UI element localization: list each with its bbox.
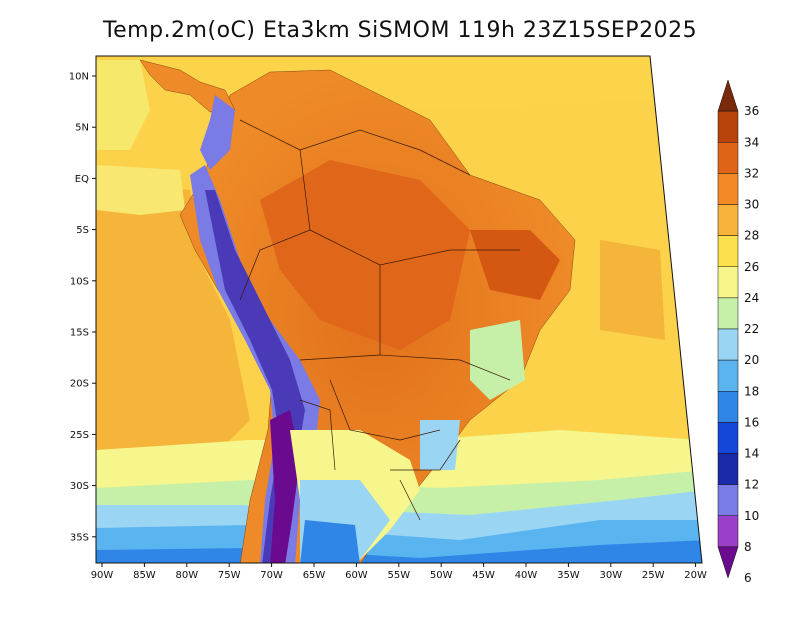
- latitude-labels: 10N 5N EQ 5S 10S 15S 20S 25S 30S 35S: [69, 72, 96, 543]
- colorbar-label: 34: [744, 135, 759, 149]
- lon-label: 75W: [218, 570, 241, 581]
- colorbar-label: 22: [744, 322, 759, 336]
- colorbar-label: 18: [744, 384, 759, 398]
- colorbar-segment: [717, 142, 739, 174]
- colorbar: 6 8 10 12 14 16 18 20 22 24 26 28 30 32 34 36: [717, 79, 759, 585]
- borders: [239, 119, 520, 521]
- colorbar-segment: [717, 79, 739, 112]
- south-brazil-cool: [420, 420, 460, 470]
- colorbar-segment: [717, 391, 739, 423]
- colorbar-label: 16: [744, 415, 759, 429]
- colorbar-segment: [717, 359, 739, 392]
- lon-label: 25W: [642, 570, 665, 581]
- north-andes: [200, 95, 235, 170]
- colorbar-label: 28: [744, 229, 759, 243]
- lat-label: 10S: [70, 276, 89, 287]
- colorbar-segment: [717, 110, 739, 143]
- colorbar-label: 8: [744, 540, 752, 554]
- colorbar-label: 10: [744, 509, 759, 523]
- lon-label: 90W: [91, 570, 114, 581]
- map-frame: [95, 55, 703, 564]
- colorbar-label: 26: [744, 260, 759, 274]
- atlantic-warm-zone: [600, 240, 665, 340]
- lat-label: 5S: [76, 225, 89, 236]
- pacific-north-zone: [96, 60, 150, 150]
- lat-label: 25S: [70, 430, 89, 441]
- lat-label: 15S: [70, 328, 89, 339]
- lon-label: 65W: [303, 570, 326, 581]
- caribbean-zone: [140, 56, 650, 110]
- colorbar-segment: [717, 546, 739, 579]
- pacific-warm-zone: [96, 180, 250, 470]
- lon-label: 80W: [175, 570, 198, 581]
- colorbar-segment: [717, 422, 739, 454]
- colorbar-label: 14: [744, 447, 759, 461]
- lat-label: 10N: [69, 72, 89, 83]
- colorbar-segment: [717, 173, 739, 205]
- se-brazil-cool: [470, 320, 525, 400]
- lon-label: 60W: [345, 570, 368, 581]
- lon-label: 85W: [133, 570, 156, 581]
- hot-interior-core: [260, 160, 470, 350]
- temperature-field: [96, 56, 702, 563]
- hot-northeast-core: [470, 230, 560, 300]
- lat-label: EQ: [75, 174, 89, 185]
- colorbar-segment: [717, 515, 739, 548]
- colorbar-label: 32: [744, 166, 759, 180]
- colorbar-segment: [717, 297, 739, 330]
- lat-label: 20S: [70, 379, 89, 390]
- colorbar-segment: [717, 484, 739, 516]
- colorbar-label: 20: [744, 353, 759, 367]
- lon-label: 55W: [387, 570, 410, 581]
- lon-label: 70W: [260, 570, 283, 581]
- lon-label: 40W: [515, 570, 538, 581]
- colorbar-label: 36: [744, 104, 759, 118]
- lon-label: 30W: [599, 570, 622, 581]
- lon-label: 35W: [557, 570, 580, 581]
- lat-label: 30S: [70, 481, 89, 492]
- longitude-labels: 90W 85W 80W 75W 70W 65W 60W 55W 50W 45W 40W 35W 30W 2…: [91, 563, 707, 581]
- colorbar-segment: [717, 235, 739, 267]
- map-title: Temp.2m(oC) Eta3km SiSMOM 119h 23Z15SEP2…: [102, 18, 698, 43]
- pacific-eq-zone: [96, 165, 185, 215]
- lon-label: 45W: [472, 570, 495, 581]
- colorbar-segment: [717, 453, 739, 485]
- colorbar-label: 6: [744, 571, 752, 585]
- lon-label: 20W: [684, 570, 707, 581]
- colorbar-segment: [717, 266, 739, 299]
- andes-coldest: [270, 410, 300, 563]
- colorbar-label: 30: [744, 198, 759, 212]
- colorbar-segment: [717, 204, 739, 236]
- lat-label: 35S: [70, 532, 89, 543]
- colorbar-label: 24: [744, 291, 759, 305]
- colorbar-label: 12: [744, 478, 759, 492]
- south-cone-blue: [300, 520, 360, 563]
- lon-label: 50W: [430, 570, 453, 581]
- lat-label: 5N: [75, 123, 89, 134]
- colorbar-segment: [717, 328, 739, 361]
